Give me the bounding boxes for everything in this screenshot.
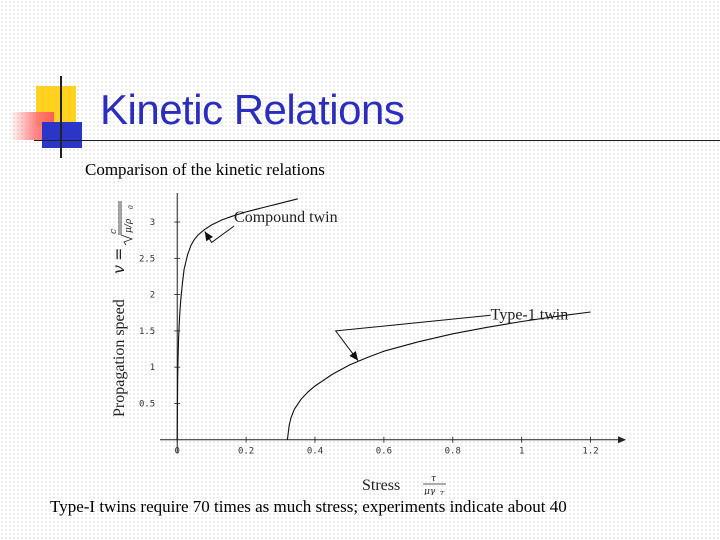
annotation-compound-twin: Compound twin [234,209,338,226]
title-underline [34,140,720,141]
y-axis-title: Propagation speed [111,299,128,417]
x-tick-label-3: 0.6 [376,447,392,457]
x-tick-label-0: 0 [175,447,180,457]
y-axis-formula-root: μ/ρ [124,218,134,233]
y-axis-var: v [109,265,128,274]
y-tick-label-0: 0.5 [139,399,155,409]
x-axis-formula-numerator: τ [431,474,437,484]
annotation-compound-arrow [204,231,213,242]
y-tick-label-2: 1.5 [139,327,155,337]
series-line-1 [286,311,591,440]
annotation-type1-twin: Type-1 twin [491,306,569,323]
annotation-compound-leader [204,225,235,244]
chart-series [176,198,591,440]
annotation-type1-arrow [349,351,359,361]
y-axis-sqrt-sign [120,201,134,246]
x-axis-arrow [618,436,626,444]
x-tick-label-1: 0.2 [238,447,254,457]
slide-title: Kinetic Relations [100,86,405,133]
x-tick-label-5: 1 [519,447,524,457]
y-axis-formula-sub: 0 [128,205,135,209]
y-axis-title-group: Propagation speed v = c μ/ρ 0 [109,201,135,417]
chart-annotations: Compound twin Type-1 twin [204,209,569,361]
x-tick-label-2: 0.4 [307,447,323,457]
x-axis-title-group: Stress τ μγ T [362,474,446,495]
x-axis-formula-denominator: μγ [424,487,436,495]
decor-blue-square [42,122,82,148]
y-tick-label-1: 1 [150,363,155,373]
y-tick-label-4: 2.5 [139,254,155,264]
kinetic-relations-chart: 0 0.2 0.4 0.6 0.8 1 1.2 0.5 1 1.5 2 2.5 3 Compound t… [109,193,626,495]
y-axis-formula-numerator: c [109,229,119,234]
y-tick-label-5: 3 [150,218,155,228]
x-axis-title: Stress [362,477,400,494]
x-axis-formula-sub: T [440,491,445,495]
chart-ticks: 0 0.2 0.4 0.6 0.8 1 1.2 0.5 1 1.5 2 2.5 3 [139,218,599,457]
annotation-type1-leader [334,314,491,361]
slide-caption: Type-I twins require 70 times as much st… [50,497,567,516]
x-tick-label-6: 1.2 [582,447,598,457]
series-line-0 [176,198,298,440]
y-axis-eq: = [109,248,128,261]
slide-subtitle: Comparison of the kinetic relations [85,160,325,179]
y-tick-label-3: 2 [150,291,155,301]
decor-vertical-line [60,76,62,158]
x-tick-label-4: 0.8 [445,447,461,457]
